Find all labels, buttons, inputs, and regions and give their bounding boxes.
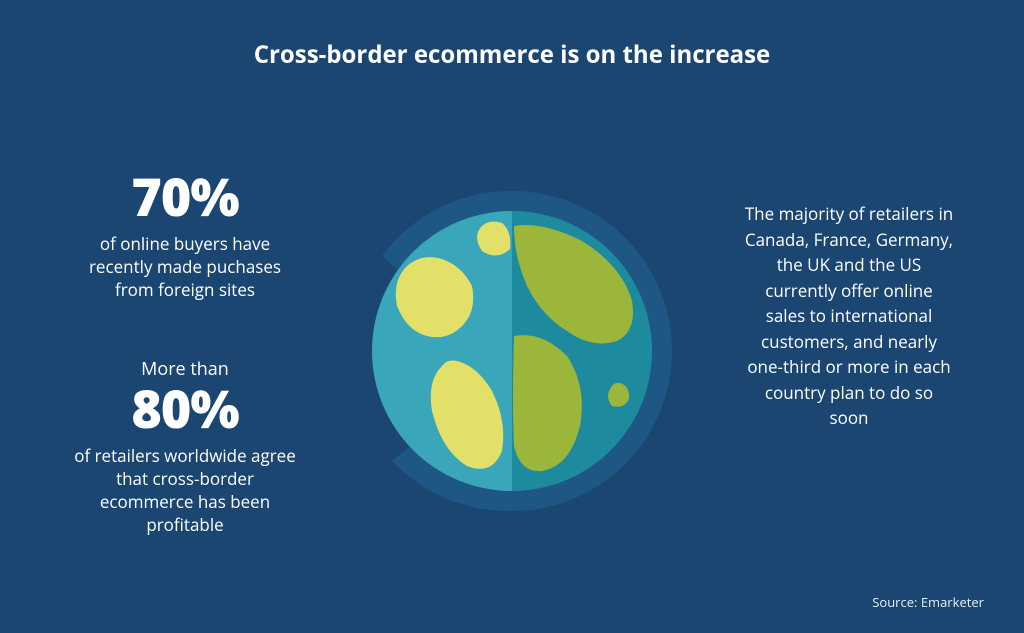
stat-block-2: More than 80% of retailers worldwide agr… xyxy=(70,357,300,537)
right-text-column: The majority of retailers in Canada, Fra… xyxy=(744,201,954,431)
stat-value-2: 80% xyxy=(70,383,300,435)
source-attribution: Source: Emarketer xyxy=(872,593,984,611)
page-title: Cross-border ecommerce is on the increas… xyxy=(0,0,1024,71)
stat-value-1: 70% xyxy=(70,171,300,223)
stat-desc-1: of online buyers have recently made puch… xyxy=(70,233,300,302)
globe-icon xyxy=(332,171,692,531)
content-area: 70% of online buyers have recently made … xyxy=(0,71,1024,611)
stat-block-1: 70% of online buyers have recently made … xyxy=(70,171,300,302)
stat-desc-2: of retailers worldwide agree that cross-… xyxy=(70,445,300,537)
left-stats-column: 70% of online buyers have recently made … xyxy=(70,171,300,592)
globe-graphic xyxy=(332,171,692,531)
